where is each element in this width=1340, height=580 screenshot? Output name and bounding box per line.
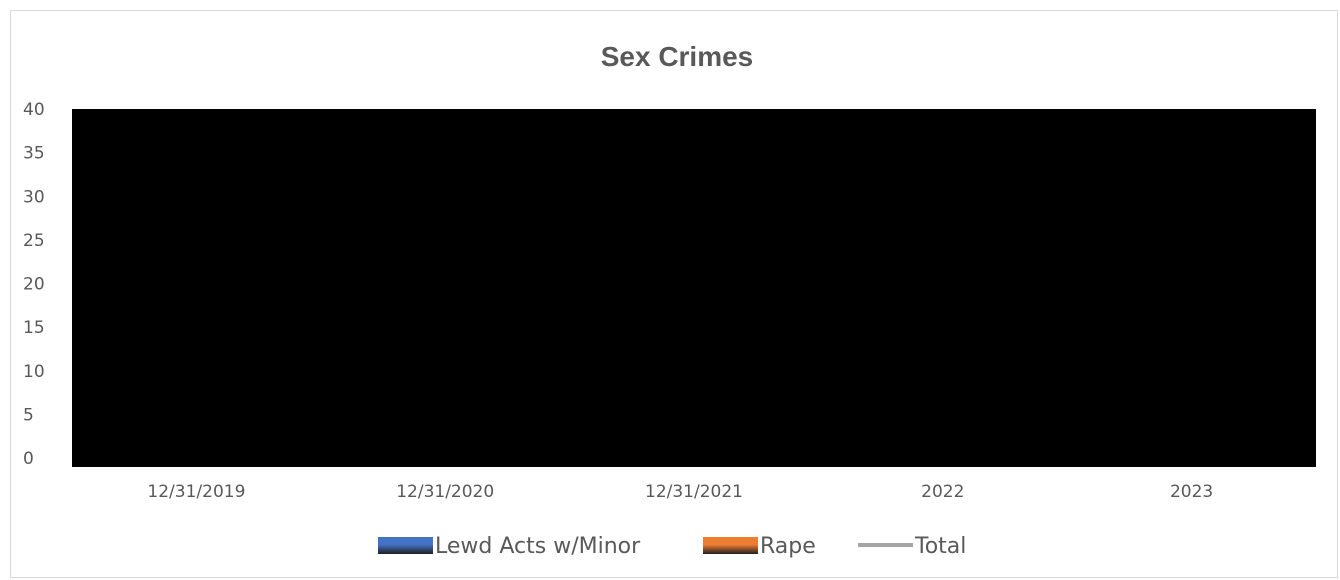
y-axis-ticks: 0 5 10 15 20 25 30 35 40 — [23, 100, 45, 469]
y-tick-label: 20 — [23, 275, 45, 295]
x-tick-label: 12/31/2019 — [147, 482, 245, 502]
y-tick-label: 25 — [23, 231, 45, 251]
x-tick-label: 12/31/2020 — [396, 482, 494, 502]
y-tick-label: 40 — [23, 100, 45, 120]
chart-title: Sex Crimes — [601, 41, 754, 72]
y-tick-label: 10 — [23, 362, 45, 382]
legend-label: Rape — [760, 534, 816, 559]
redacted-plot-area — [72, 109, 1316, 467]
y-tick-label: 30 — [23, 187, 45, 207]
legend: Lewd Acts w/Minor Rape Total — [378, 534, 966, 559]
x-tick-label: 2023 — [1170, 482, 1213, 502]
legend-label: Lewd Acts w/Minor — [435, 534, 641, 559]
x-tick-label: 2022 — [921, 482, 964, 502]
x-tick-label: 12/31/2021 — [645, 482, 743, 502]
legend-label: Total — [914, 534, 966, 559]
y-tick-label: 5 — [23, 405, 34, 425]
y-tick-label: 35 — [23, 144, 45, 164]
x-axis-ticks: 12/31/2019 12/31/2020 12/31/2021 2022 2023 — [147, 482, 1213, 502]
legend-swatch — [703, 537, 758, 554]
legend-swatch — [378, 537, 433, 554]
y-tick-label: 15 — [23, 318, 45, 338]
y-tick-label: 0 — [23, 449, 34, 469]
